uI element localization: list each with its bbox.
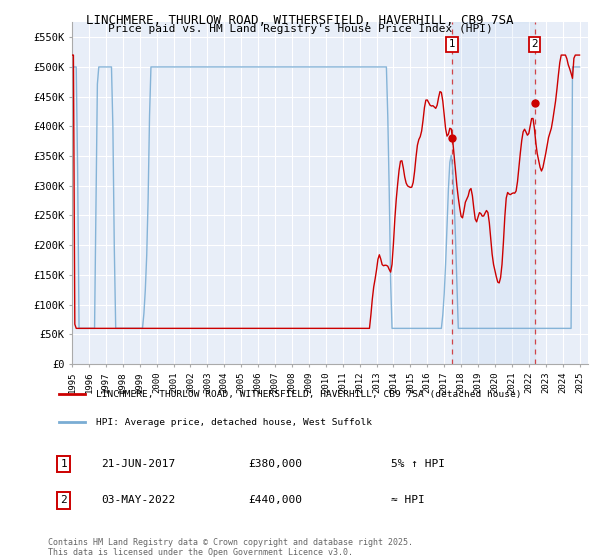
Text: 2: 2 <box>61 496 67 506</box>
Text: Price paid vs. HM Land Registry's House Price Index (HPI): Price paid vs. HM Land Registry's House … <box>107 24 493 34</box>
Text: £440,000: £440,000 <box>248 496 302 506</box>
Text: 1: 1 <box>449 39 455 49</box>
Text: 5% ↑ HPI: 5% ↑ HPI <box>391 459 445 469</box>
Text: 2: 2 <box>531 39 538 49</box>
Text: Contains HM Land Registry data © Crown copyright and database right 2025.
This d: Contains HM Land Registry data © Crown c… <box>48 538 413 557</box>
Text: LINCHMERE, THURLOW ROAD, WITHERSFIELD, HAVERHILL, CB9 7SA (detached house): LINCHMERE, THURLOW ROAD, WITHERSFIELD, H… <box>95 390 521 399</box>
Bar <box>452 22 535 364</box>
Text: 03-MAY-2022: 03-MAY-2022 <box>101 496 175 506</box>
Text: ≈ HPI: ≈ HPI <box>391 496 425 506</box>
Text: HPI: Average price, detached house, West Suffolk: HPI: Average price, detached house, West… <box>95 418 371 427</box>
Text: 21-JUN-2017: 21-JUN-2017 <box>101 459 175 469</box>
Text: 1: 1 <box>61 459 67 469</box>
Text: £380,000: £380,000 <box>248 459 302 469</box>
Text: LINCHMERE, THURLOW ROAD, WITHERSFIELD, HAVERHILL, CB9 7SA: LINCHMERE, THURLOW ROAD, WITHERSFIELD, H… <box>86 14 514 27</box>
